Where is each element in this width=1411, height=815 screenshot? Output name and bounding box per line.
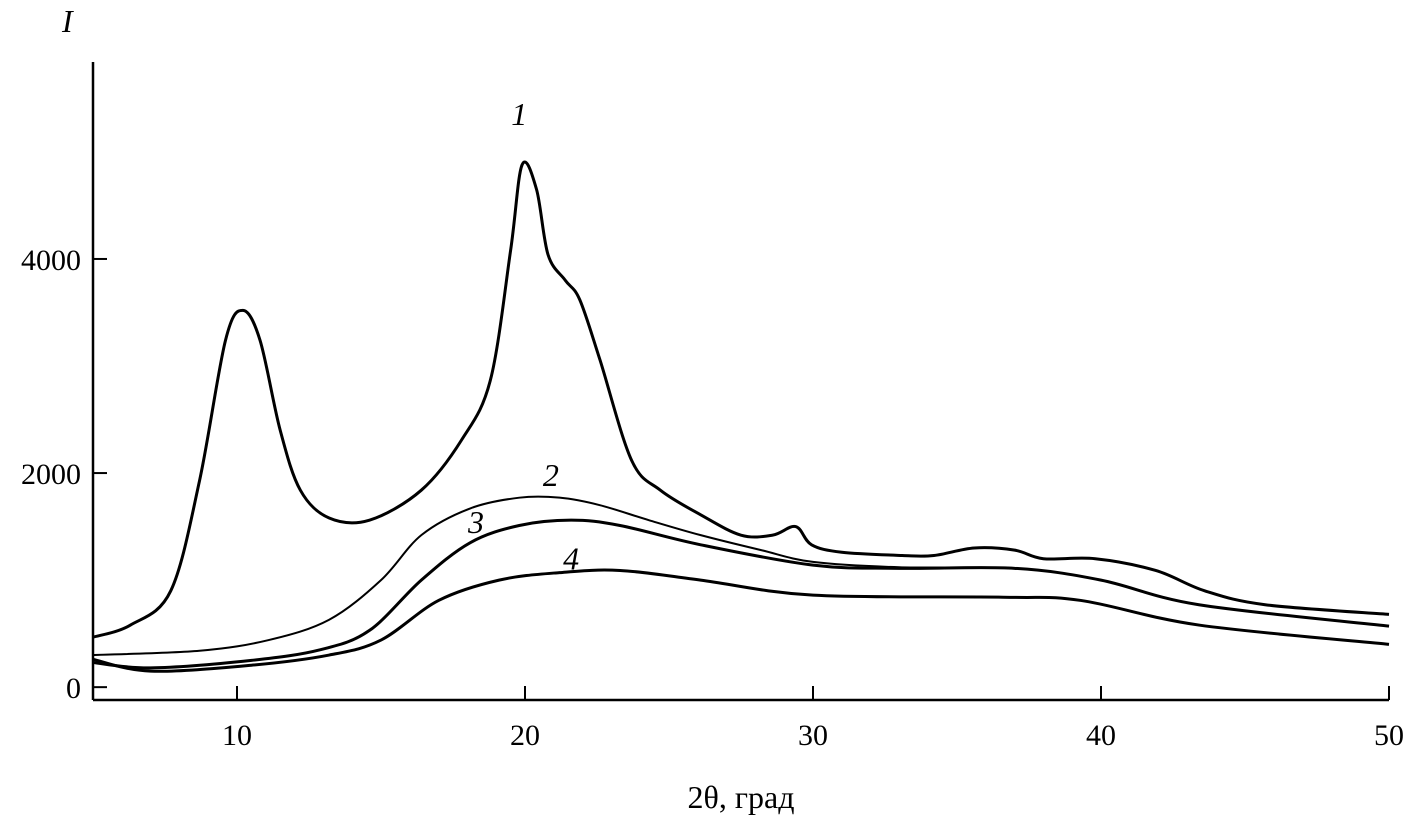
curve-label-1: 1 xyxy=(511,96,527,132)
x-tick-label: 40 xyxy=(1086,719,1116,752)
y-tick-label: 0 xyxy=(66,672,81,705)
y-axis-title: I xyxy=(61,3,74,39)
curve-label-2: 2 xyxy=(543,457,559,493)
x-tick-label: 50 xyxy=(1374,719,1404,752)
x-axis-title: 2θ, град xyxy=(688,779,795,815)
y-tick-label: 4000 xyxy=(21,244,81,277)
curve-4 xyxy=(92,568,1390,673)
x-tick-label: 10 xyxy=(222,719,252,752)
curve-3 xyxy=(92,518,1390,670)
curve-2 xyxy=(92,495,1390,657)
curve-1 xyxy=(92,160,1390,639)
curve-label-3: 3 xyxy=(467,504,484,540)
curve-label-4: 4 xyxy=(563,540,579,576)
y-tick-label: 2000 xyxy=(21,458,81,491)
x-tick-label: 20 xyxy=(510,719,540,752)
x-tick-label: 30 xyxy=(798,719,828,752)
